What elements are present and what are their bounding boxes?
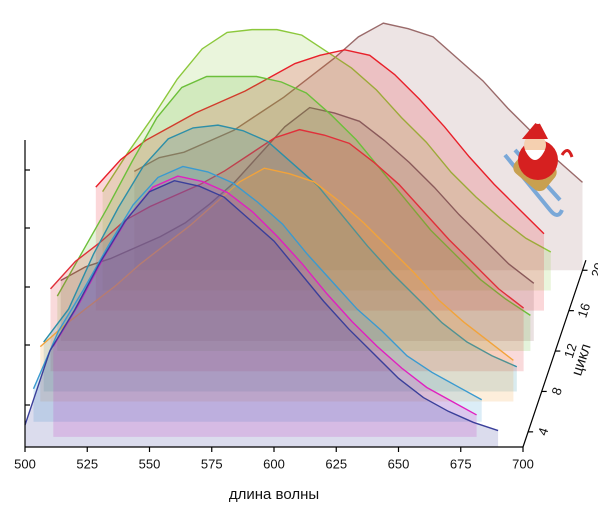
x-axis-label: длина волны [229, 486, 319, 503]
plot [25, 23, 583, 447]
x-tick-label: 625 [325, 456, 347, 471]
x-tick-label: 550 [139, 456, 161, 471]
x-tick-label: 600 [263, 456, 285, 471]
x-tick-label: 575 [201, 456, 223, 471]
x-tick-label: 525 [76, 456, 98, 471]
chart: длина волны цикл 50052555057560062565067… [0, 0, 598, 508]
z-tick-label: 4 [535, 426, 552, 438]
x-tick-label: 650 [388, 456, 410, 471]
z-tick-label: 8 [548, 385, 565, 397]
x-tick-label: 500 [14, 456, 36, 471]
z-tick-label: 16 [575, 301, 594, 319]
x-tick-label: 700 [512, 456, 534, 471]
page: длина волны цикл 50052555057560062565067… [0, 0, 598, 513]
x-tick-label: 675 [450, 456, 472, 471]
y-axis-ticks [25, 170, 30, 405]
z-tick-label: 20 [588, 261, 598, 279]
